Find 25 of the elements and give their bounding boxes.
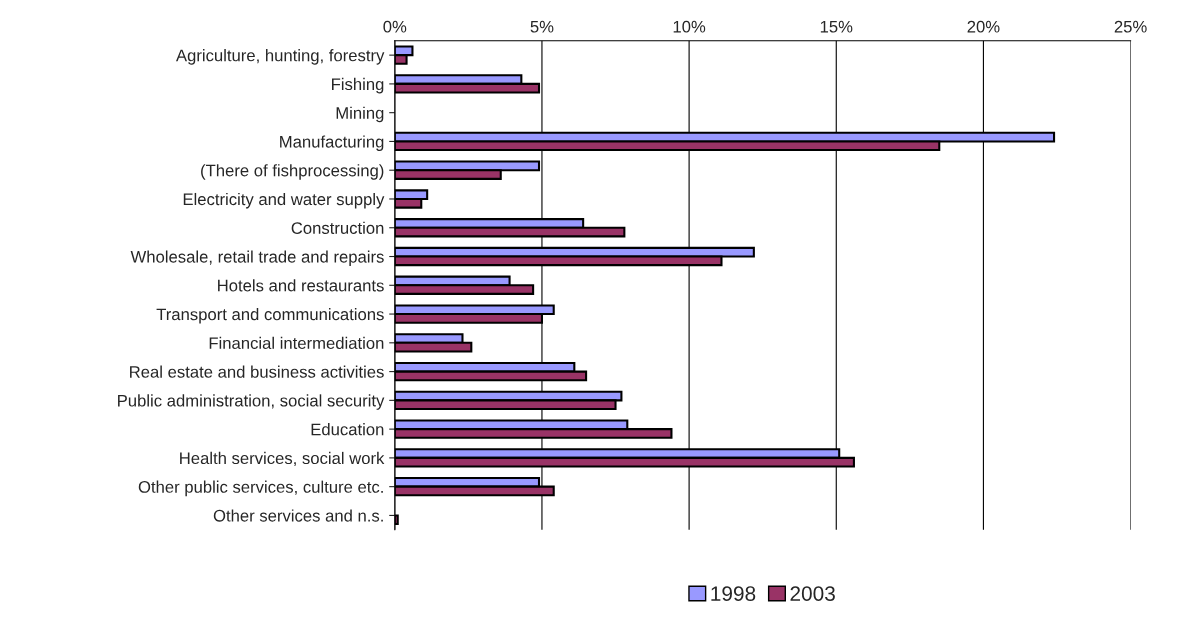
y-tick-label: (There of fishprocessing) <box>201 164 384 180</box>
x-tick-label: 15% <box>820 20 853 33</box>
y-tick-label: Construction <box>291 221 384 234</box>
y-tick-label: Transport and communications <box>156 308 384 324</box>
legend-label: 2003 <box>790 586 835 601</box>
y-tick-label: Wholesale, retail trade and repairs <box>130 250 384 267</box>
y-tick-label: Fishing <box>332 77 384 94</box>
y-tick-label: Agriculture, hunting, forestry <box>175 49 385 65</box>
y-tick-label: Public administration, social security <box>118 394 385 410</box>
y-tick-label: Real estate and business activities <box>130 365 384 378</box>
x-tick-label: 0% <box>383 20 407 33</box>
x-tick-label: 10% <box>673 20 706 33</box>
x-tick-label: 5% <box>530 20 554 33</box>
x-tick-label: 20% <box>967 20 1000 33</box>
y-tick-label: Other services and n.s. <box>213 509 383 522</box>
y-tick-label: Health services, social work <box>180 451 385 467</box>
y-tick-label: Hotels and restaurants <box>218 279 384 292</box>
legend-label: 1998 <box>711 586 756 601</box>
y-tick-label: Financial intermediation <box>209 336 384 350</box>
x-tick-label: 25% <box>1114 20 1147 33</box>
y-tick-label: Other public services, culture etc. <box>138 480 383 497</box>
y-tick-label: Manufacturing <box>280 135 384 151</box>
y-tick-label: Education <box>311 423 384 436</box>
y-tick-label: Mining <box>336 106 384 123</box>
y-tick-label: Electricity and water supply <box>183 192 385 209</box>
